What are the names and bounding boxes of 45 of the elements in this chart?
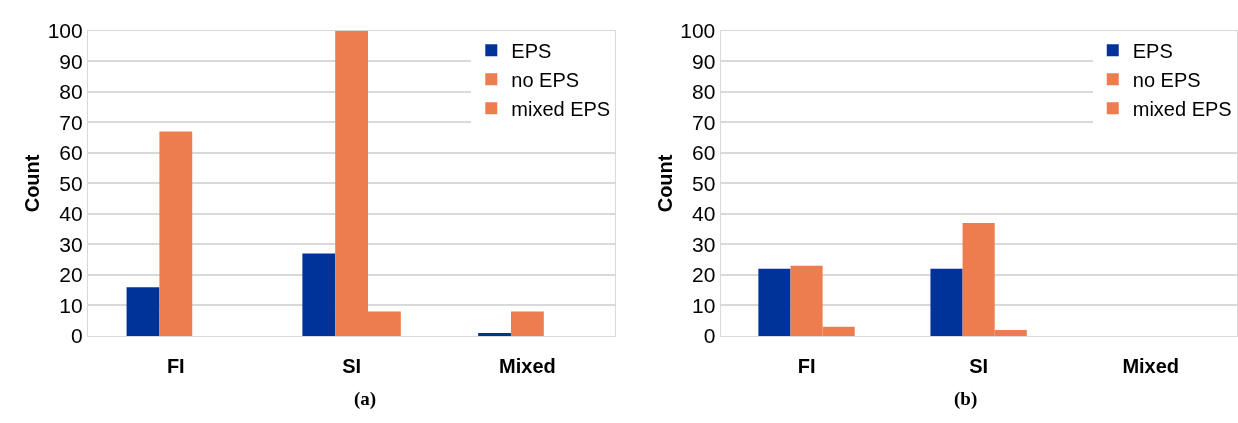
bar <box>126 287 160 336</box>
bar <box>159 131 193 336</box>
y-tick-label: 90 <box>59 49 83 73</box>
x-tick-label: SI <box>969 355 989 377</box>
y-tick-label: 100 <box>680 19 716 43</box>
y-tick-label: 70 <box>59 110 83 134</box>
x-tick-label: FI <box>797 355 816 377</box>
legend-label: mixed EPS <box>1132 98 1232 121</box>
y-tick-label: 60 <box>59 141 83 165</box>
x-tick-label: Mixed <box>499 355 556 377</box>
y-axis-title: Count <box>21 154 44 213</box>
legend-label: EPS <box>1132 40 1173 63</box>
bar <box>510 311 544 336</box>
y-tick-label: 30 <box>691 232 716 256</box>
y-tick-label: 0 <box>703 324 716 348</box>
y-axis-title: Count <box>653 154 676 213</box>
text: (a) <box>354 388 377 410</box>
legend-label: no EPS <box>511 69 580 92</box>
legend-label: mixed EPS <box>511 98 611 121</box>
x-tick-label: Mixed <box>1122 355 1180 377</box>
y-tick-label: 70 <box>691 110 716 134</box>
y-tick-label: 50 <box>691 171 716 195</box>
x-tick-label: FI <box>166 355 185 377</box>
legend-label: EPS <box>511 40 552 63</box>
y-tick-label: 10 <box>59 293 83 317</box>
bar <box>478 332 511 336</box>
y-tick-label: 0 <box>71 324 83 348</box>
y-tick-label: 80 <box>59 80 83 104</box>
y-tick-label: 20 <box>691 263 716 287</box>
y-tick-label: 100 <box>47 19 83 43</box>
y-tick-label: 40 <box>691 202 716 226</box>
text: (b) <box>954 388 978 410</box>
y-tick-label: 90 <box>691 49 716 73</box>
y-tick-label: 20 <box>59 263 83 287</box>
y-tick-label: 40 <box>59 202 83 226</box>
legend-label: no EPS <box>1132 69 1201 92</box>
y-tick-label: 30 <box>59 232 83 256</box>
y-tick-label: 10 <box>691 293 716 317</box>
x-tick-label: SI <box>342 355 362 377</box>
y-tick-label: 60 <box>691 141 716 165</box>
y-tick-label: 50 <box>59 171 83 195</box>
bar <box>758 268 791 336</box>
y-tick-label: 80 <box>691 80 716 104</box>
bar <box>302 253 336 336</box>
bar <box>930 268 963 336</box>
